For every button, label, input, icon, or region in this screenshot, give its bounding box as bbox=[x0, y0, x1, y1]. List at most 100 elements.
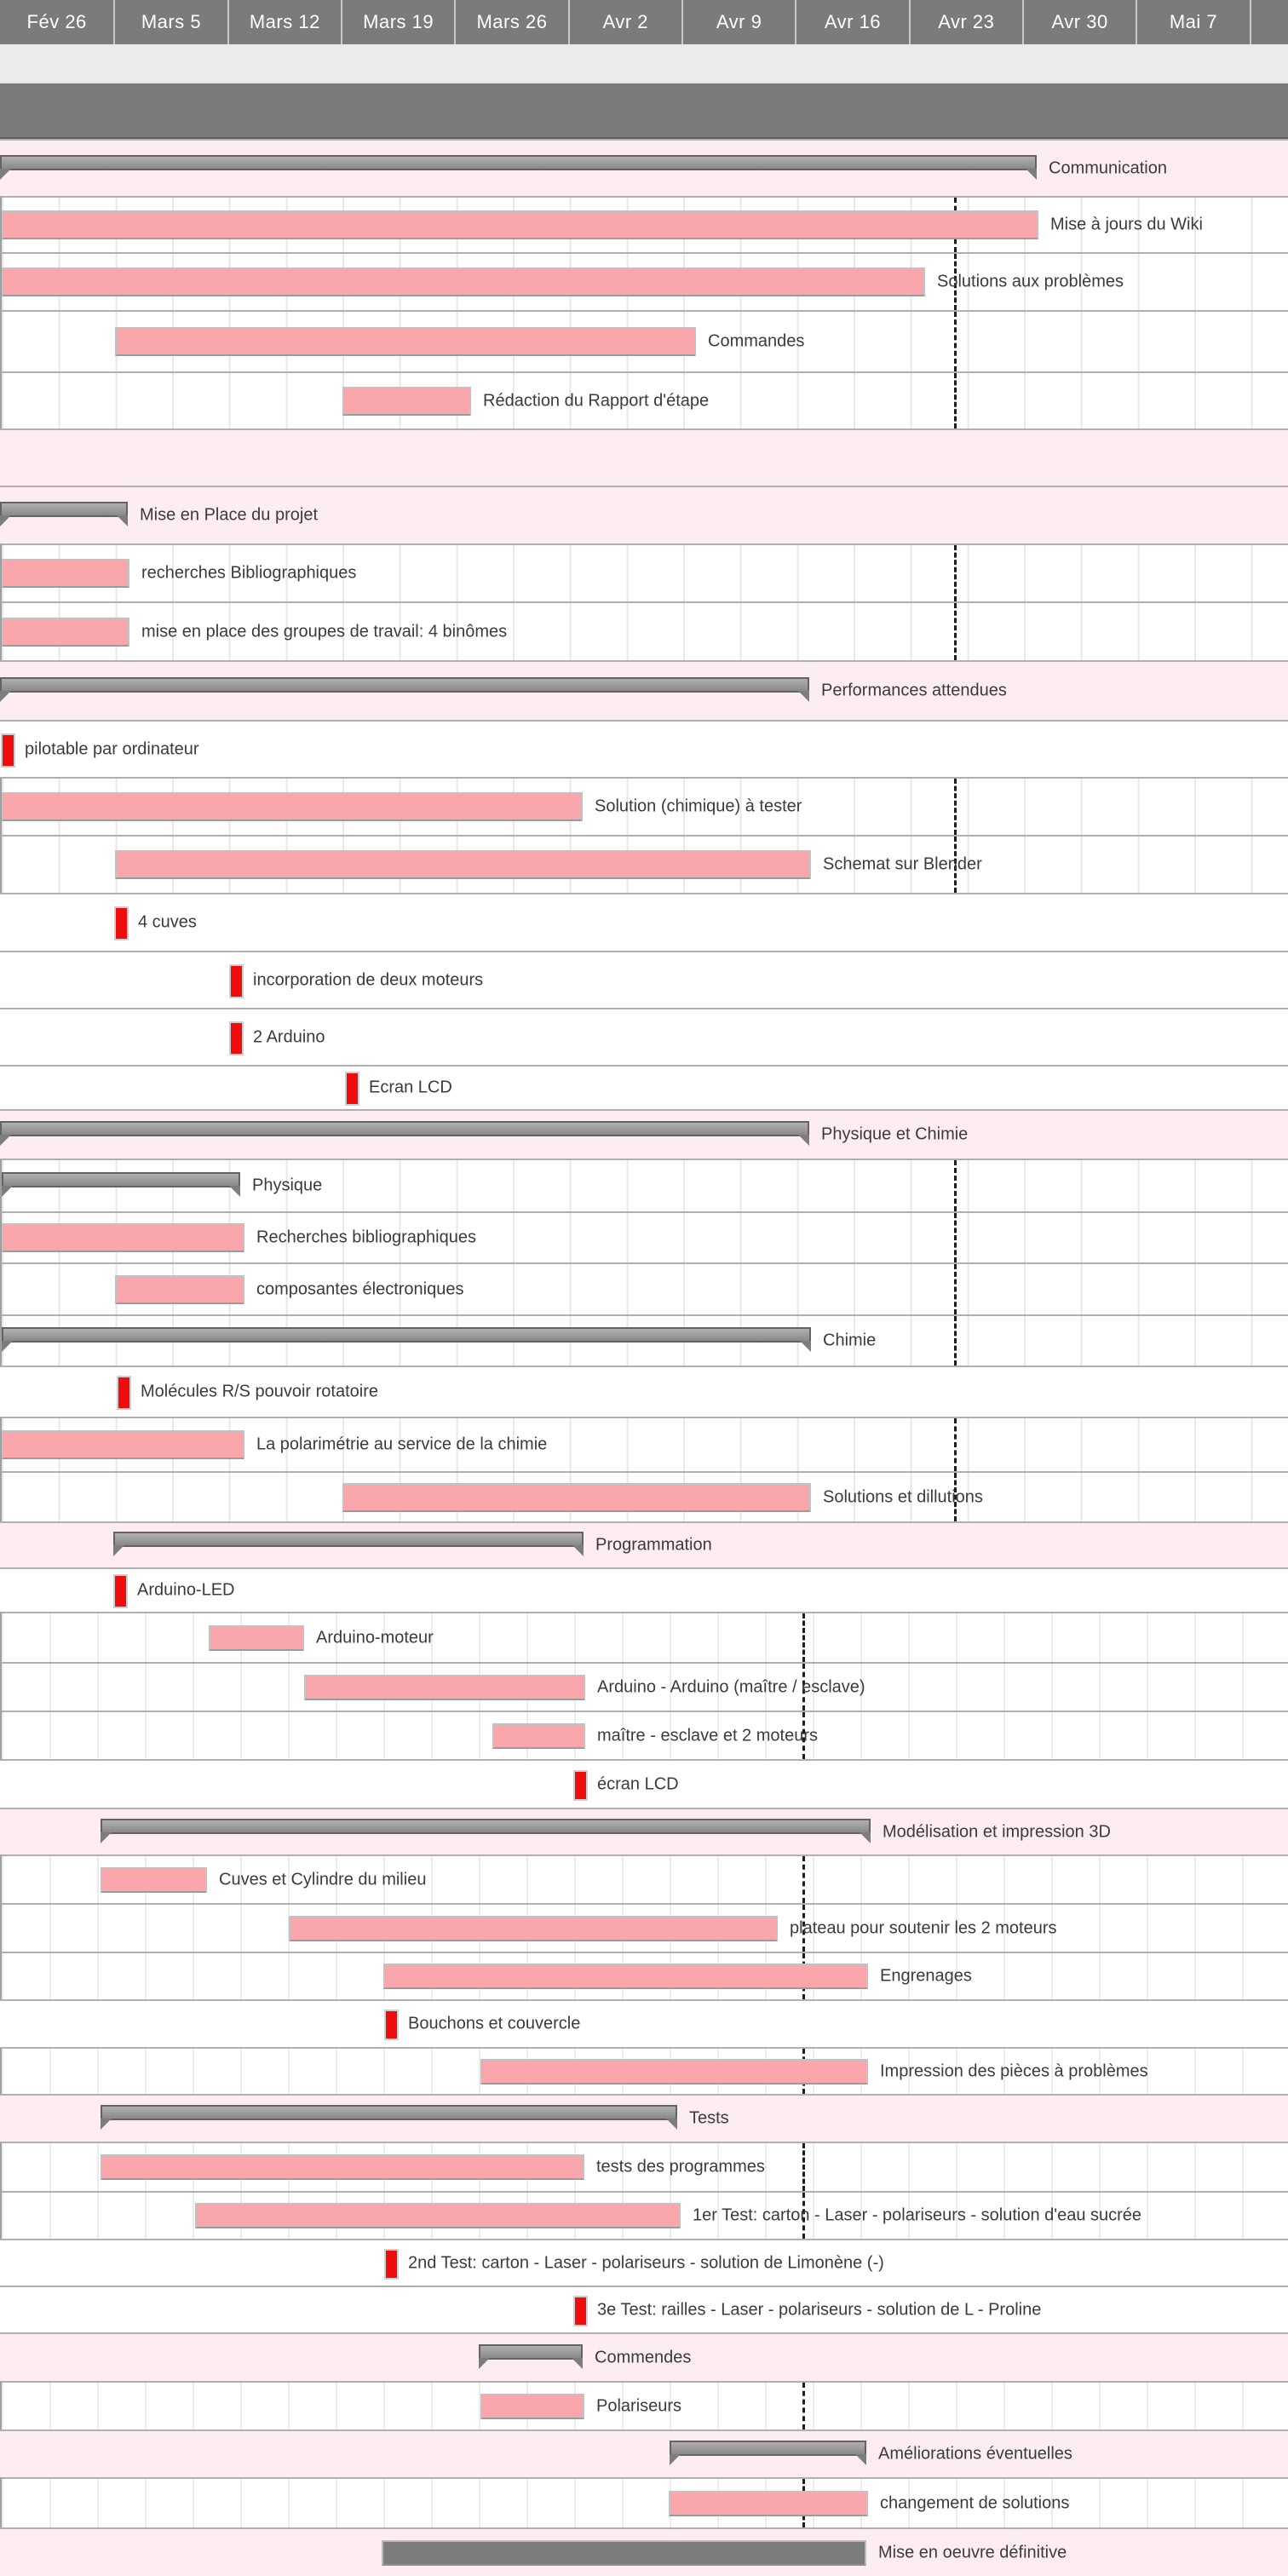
milestone-marker[interactable] bbox=[113, 1574, 128, 1608]
task-label: Polariseurs bbox=[596, 2396, 682, 2415]
gantt-row: Engrenages bbox=[0, 1952, 1288, 1999]
task-bar[interactable] bbox=[342, 1483, 811, 1512]
task-label: 2nd Test: carton - Laser - polariseurs -… bbox=[408, 2253, 884, 2272]
task-bar[interactable] bbox=[480, 2059, 868, 2084]
milestone-marker[interactable] bbox=[573, 1770, 588, 1801]
gantt-row: Impression des pièces à problèmes bbox=[0, 2047, 1288, 2094]
summary-bar[interactable] bbox=[0, 155, 1037, 180]
task-label: pilotable par ordinateur bbox=[25, 739, 199, 758]
summary-bar[interactable] bbox=[0, 1121, 809, 1146]
summary-bar[interactable] bbox=[0, 502, 128, 526]
task-bar[interactable] bbox=[289, 1916, 778, 1941]
task-bar[interactable] bbox=[2, 267, 925, 296]
milestone-marker[interactable] bbox=[114, 906, 129, 940]
gantt-row: Arduino-moteur bbox=[0, 1612, 1288, 1662]
summary-bar[interactable] bbox=[0, 677, 809, 702]
gantt-row: 2 Arduino bbox=[0, 1008, 1288, 1065]
task-bar[interactable] bbox=[101, 2154, 584, 2180]
summary-bar[interactable] bbox=[2, 1327, 811, 1352]
summary-bar[interactable] bbox=[2, 1172, 240, 1197]
milestone-marker[interactable] bbox=[229, 1021, 244, 1055]
task-bar[interactable] bbox=[209, 1625, 304, 1651]
gantt-row: écran LCD bbox=[0, 1759, 1288, 1808]
task-label: Physique bbox=[252, 1176, 323, 1195]
summary-bracket-right-icon bbox=[572, 2358, 583, 2369]
summary-bar[interactable] bbox=[101, 1819, 871, 1843]
milestone-marker[interactable] bbox=[384, 2249, 399, 2280]
timeline-header: Fév 26 Mars 5 Mars 12 Mars 19 Mars 26 Avr 2 Av… bbox=[0, 0, 1288, 46]
gantt-row: Mise en Place du projet bbox=[0, 486, 1288, 543]
task-bar[interactable] bbox=[101, 1867, 207, 1893]
task-bar[interactable] bbox=[492, 1723, 585, 1749]
summary-bar[interactable] bbox=[113, 1532, 584, 1556]
today-line bbox=[954, 373, 957, 428]
task-bar[interactable] bbox=[2, 618, 129, 647]
milestone-marker[interactable] bbox=[117, 1376, 131, 1410]
timeline-cell: Mai 7 bbox=[1136, 0, 1249, 44]
gantt-row: Schemat sur Blender bbox=[0, 835, 1288, 893]
task-bar[interactable] bbox=[2, 210, 1038, 239]
today-line bbox=[802, 2143, 805, 2191]
task-label: Mise en oeuvre définitive bbox=[878, 2543, 1067, 2562]
gantt-row: Performances attendues bbox=[0, 660, 1288, 720]
milestone-marker[interactable] bbox=[229, 964, 244, 998]
task-bar[interactable] bbox=[669, 2491, 868, 2516]
summary-bar[interactable] bbox=[101, 2105, 677, 2130]
summary-bar[interactable] bbox=[670, 2441, 866, 2465]
gantt-row: La polarimétrie au service de la chimie bbox=[0, 1417, 1288, 1471]
gantt-row: Mise à jours du Wiki bbox=[0, 196, 1288, 252]
gantt-row: Polariseurs bbox=[0, 2381, 1288, 2429]
gantt-row: 4 cuves bbox=[0, 893, 1288, 951]
task-label: 2 Arduino bbox=[253, 1027, 325, 1046]
task-bar[interactable] bbox=[304, 1675, 585, 1700]
today-line bbox=[954, 254, 957, 310]
task-bar[interactable] bbox=[2, 1223, 244, 1252]
gantt-row: maître - esclave et 2 moteurs bbox=[0, 1711, 1288, 1759]
milestone-marker[interactable] bbox=[1, 733, 15, 768]
today-line bbox=[954, 1418, 957, 1471]
timeline-cell: Mars 26 bbox=[454, 0, 567, 44]
task-label: plateau pour soutenir les 2 moteurs bbox=[790, 1918, 1057, 1937]
summary-bracket-left-icon bbox=[0, 1135, 11, 1146]
project-summary-band bbox=[0, 82, 1288, 139]
summary-bracket-left-icon bbox=[0, 515, 11, 526]
task-bar[interactable] bbox=[383, 1964, 868, 1989]
task-bar[interactable] bbox=[342, 387, 471, 416]
task-bar[interactable] bbox=[2, 1430, 244, 1459]
gantt-row: Arduino - Arduino (maître / esclave) bbox=[0, 1662, 1288, 1711]
task-bar[interactable] bbox=[195, 2203, 681, 2228]
task-bar[interactable] bbox=[115, 1275, 244, 1304]
timeline-cell: Avr 16 bbox=[795, 0, 908, 44]
gantt-row: Tests bbox=[0, 2094, 1288, 2142]
gantt-row: Commendes bbox=[0, 2332, 1288, 2381]
today-line bbox=[954, 1473, 957, 1521]
task-label: Arduino - Arduino (maître / esclave) bbox=[597, 1677, 865, 1696]
gantt-row: plateau pour soutenir les 2 moteurs bbox=[0, 1903, 1288, 1952]
gantt-row: incorporation de deux moteurs bbox=[0, 951, 1288, 1008]
timeline-cell: Mars 5 bbox=[113, 0, 227, 44]
gantt-row: Commandes bbox=[0, 310, 1288, 371]
task-label: recherches Bibliographiques bbox=[141, 563, 357, 583]
task-bar[interactable] bbox=[480, 2394, 584, 2419]
today-line bbox=[954, 837, 957, 893]
today-line bbox=[802, 1613, 805, 1662]
summary-bracket-left-icon bbox=[670, 2454, 681, 2465]
today-line bbox=[802, 1712, 805, 1759]
task-bar[interactable] bbox=[2, 559, 129, 588]
milestone-marker[interactable] bbox=[345, 1072, 359, 1106]
today-line bbox=[954, 545, 957, 601]
task-label: Cuves et Cylindre du milieu bbox=[219, 1870, 427, 1889]
task-label: Mise à jours du Wiki bbox=[1050, 215, 1203, 234]
summary-bar[interactable] bbox=[479, 2344, 583, 2369]
gantt-row: Physique et Chimie bbox=[0, 1109, 1288, 1159]
task-label: La polarimétrie au service de la chimie bbox=[256, 1435, 548, 1454]
today-line bbox=[802, 1664, 805, 1711]
task-bar[interactable] bbox=[115, 850, 811, 879]
milestone-marker[interactable] bbox=[573, 2296, 588, 2326]
milestone-marker[interactable] bbox=[384, 2010, 399, 2040]
task-label: Programmation bbox=[595, 1535, 712, 1555]
summary-bracket-right-icon bbox=[666, 2119, 677, 2130]
task-bar[interactable] bbox=[115, 327, 696, 356]
task-bar[interactable] bbox=[382, 2540, 866, 2566]
task-bar[interactable] bbox=[2, 792, 583, 821]
